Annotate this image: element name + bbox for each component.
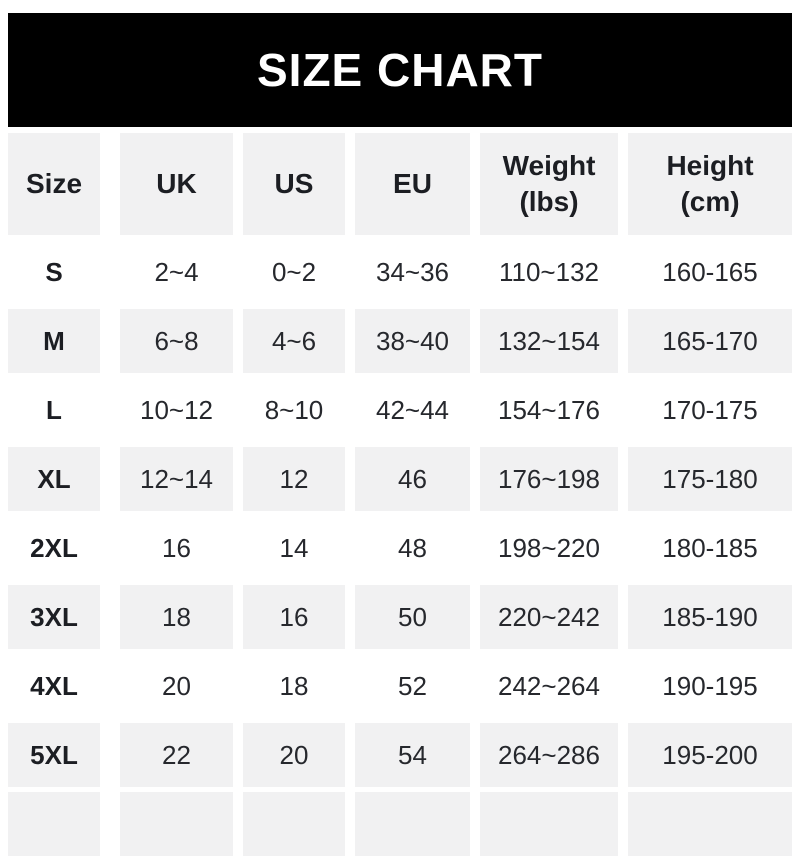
- cell-size-3xl: 3XL: [8, 585, 100, 649]
- cell-uk-4xl: 20: [120, 654, 233, 718]
- cell-size-m: M: [8, 309, 100, 373]
- cell-weight-l: 154~176: [480, 378, 618, 442]
- cell-height-l: 170-175: [628, 378, 792, 442]
- cell-size-s: S: [8, 240, 100, 304]
- cell-uk-2xl: 16: [120, 516, 233, 580]
- column-header-size: Size: [8, 133, 100, 235]
- cell-us-5xl: 20: [243, 723, 345, 787]
- column-header-height: Height (cm): [628, 133, 792, 235]
- cell-eu-3xl: 50: [355, 585, 470, 649]
- size-chart-table: Size UK US EU Weight (lbs) Height (cm) S 2…: [8, 133, 792, 856]
- cell-us-m: 4~6: [243, 309, 345, 373]
- cell-us-l: 8~10: [243, 378, 345, 442]
- cell-weight-xl: 176~198: [480, 447, 618, 511]
- column-header-uk: UK: [120, 133, 233, 235]
- cell-us-xl: 12: [243, 447, 345, 511]
- cell-eu-l: 42~44: [355, 378, 470, 442]
- column-header-eu: EU: [355, 133, 470, 235]
- column-header-label: EU: [393, 167, 432, 199]
- page-title: SIZE CHART: [257, 44, 543, 96]
- cropped-row-cell: [8, 792, 100, 856]
- cell-eu-m: 38~40: [355, 309, 470, 373]
- cell-weight-3xl: 220~242: [480, 585, 618, 649]
- cell-weight-4xl: 242~264: [480, 654, 618, 718]
- column-header-unit: (lbs): [519, 186, 579, 217]
- cell-size-xl: XL: [8, 447, 100, 511]
- cell-eu-s: 34~36: [355, 240, 470, 304]
- size-chart-banner: SIZE CHART: [8, 13, 792, 127]
- cell-size-l: L: [8, 378, 100, 442]
- cell-height-4xl: 190-195: [628, 654, 792, 718]
- column-header-weight: Weight (lbs): [480, 133, 618, 235]
- cell-eu-4xl: 52: [355, 654, 470, 718]
- cell-us-s: 0~2: [243, 240, 345, 304]
- cell-weight-m: 132~154: [480, 309, 618, 373]
- cropped-row-cell: [628, 792, 792, 856]
- cell-size-2xl: 2XL: [8, 516, 100, 580]
- cell-eu-2xl: 48: [355, 516, 470, 580]
- cell-weight-5xl: 264~286: [480, 723, 618, 787]
- cell-uk-xl: 12~14: [120, 447, 233, 511]
- cell-height-s: 160-165: [628, 240, 792, 304]
- cropped-row-cell: [355, 792, 470, 856]
- column-header-label: UK: [156, 167, 197, 199]
- cell-height-2xl: 180-185: [628, 516, 792, 580]
- column-header-label: Size: [25, 167, 83, 199]
- cell-size-4xl: 4XL: [8, 654, 100, 718]
- cropped-row-cell: [120, 792, 233, 856]
- cell-us-2xl: 14: [243, 516, 345, 580]
- cell-uk-m: 6~8: [120, 309, 233, 373]
- cell-weight-s: 110~132: [480, 240, 618, 304]
- cell-size-5xl: 5XL: [8, 723, 100, 787]
- cropped-row-cell: [480, 792, 618, 856]
- cell-height-xl: 175-180: [628, 447, 792, 511]
- cell-us-3xl: 16: [243, 585, 345, 649]
- cell-height-5xl: 195-200: [628, 723, 792, 787]
- column-header-us: US: [243, 133, 345, 235]
- column-header-label: Height: [666, 149, 754, 181]
- cell-eu-xl: 46: [355, 447, 470, 511]
- cell-eu-5xl: 54: [355, 723, 470, 787]
- cell-weight-2xl: 198~220: [480, 516, 618, 580]
- column-header-label: Weight: [502, 149, 596, 181]
- column-header-unit: (cm): [680, 186, 740, 217]
- cropped-row-cell: [243, 792, 345, 856]
- column-header-label: US: [274, 167, 314, 199]
- cell-height-m: 165-170: [628, 309, 792, 373]
- cell-uk-s: 2~4: [120, 240, 233, 304]
- cell-uk-l: 10~12: [120, 378, 233, 442]
- cell-uk-5xl: 22: [120, 723, 233, 787]
- cell-uk-3xl: 18: [120, 585, 233, 649]
- cell-height-3xl: 185-190: [628, 585, 792, 649]
- cell-us-4xl: 18: [243, 654, 345, 718]
